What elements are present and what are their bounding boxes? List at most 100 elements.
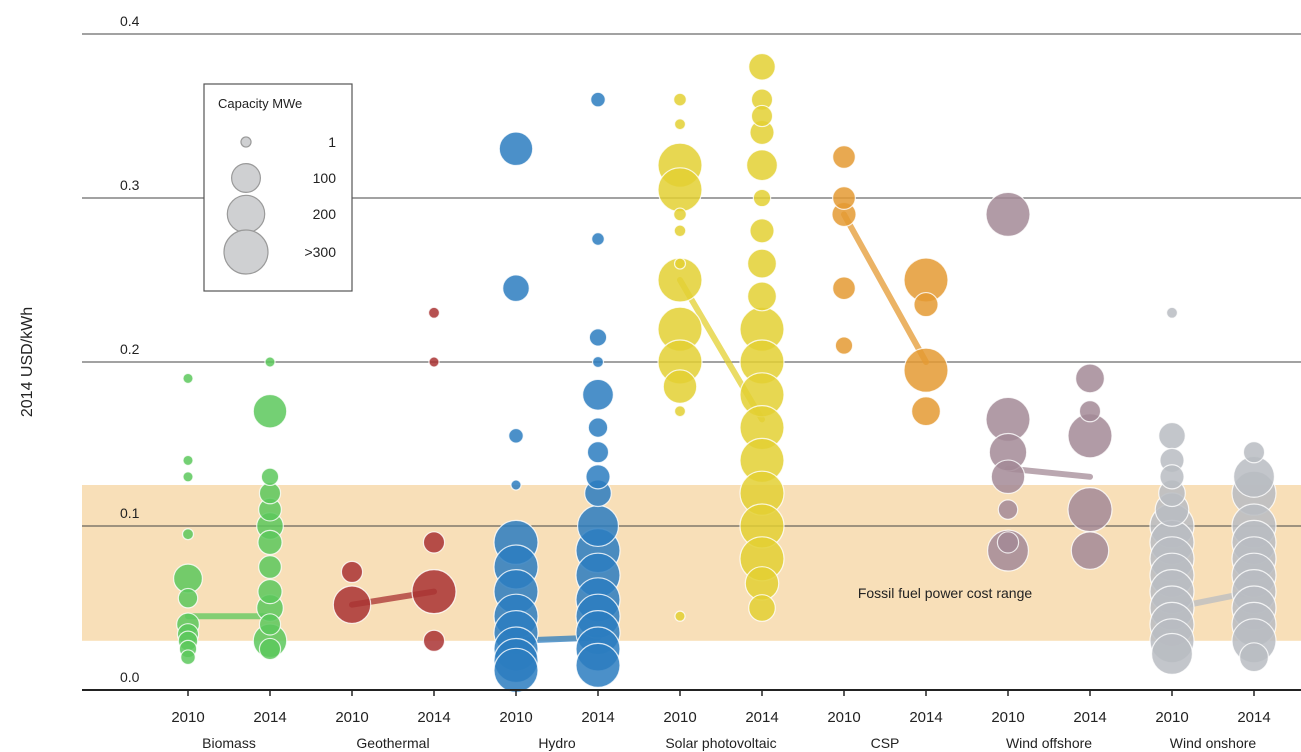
bubbles [173,52,1277,693]
technology-label: CSP [871,735,900,751]
x-year-label: 2014 [745,709,778,726]
bubble-point [913,291,939,318]
bubble-point [1242,441,1266,464]
axes: 2014 USD/kWh 2010 2014 Biomass 2010 2014 Geoth… [19,307,1301,751]
bubble-point [673,257,687,270]
bubble-point [748,594,776,622]
bubble-point [181,528,195,541]
technology-label: Wind onshore [1170,735,1257,751]
bubble-point [996,531,1020,554]
bubble-point [576,504,620,548]
bubble-point [427,306,441,319]
bubble-point [182,454,194,467]
bubble-point [332,585,372,625]
bubble-point [588,328,608,347]
bubble-point [591,232,605,246]
bubble-point [1070,531,1110,570]
bubble-point [1158,421,1186,450]
x-year-label: 2014 [1237,709,1270,726]
bubble-point [673,92,687,107]
bubble-point [997,499,1019,520]
bubble-point [832,145,856,169]
bubble-point [340,560,364,584]
y-tick-label: 0.1 [120,505,140,521]
y-tick-label: 0.0 [120,669,140,685]
bubble-point [498,131,534,167]
x-year-label: 2010 [991,709,1024,726]
bubble-point [911,396,941,427]
legend-bubble [223,229,269,275]
bubble-point [674,610,686,622]
bubble-point [673,224,687,238]
x-year-label: 2010 [1155,709,1188,726]
x-year-label: 2014 [417,709,450,726]
bubble-point [903,347,949,393]
bubble-point [749,218,775,244]
bubble-point [422,531,446,554]
legend-label: 200 [313,206,337,222]
technology-label: Solar photovoltaic [665,735,776,751]
bubble-point [747,248,777,279]
x-year-label: 2014 [1073,709,1106,726]
bubble-point [657,167,703,213]
bubble-point [1075,363,1105,394]
x-year-label: 2014 [909,709,942,726]
bubble-point [575,642,621,689]
bubble-point [264,356,276,368]
average-line [841,211,929,365]
bubble-point [1078,400,1102,423]
bubble-point [1159,464,1185,490]
bubble-point [591,355,605,369]
bubble-point [587,417,609,438]
bubble-point [747,281,777,312]
bubble-point [1150,632,1194,675]
bubble-point [177,587,199,609]
bubble-point [662,369,698,404]
bubble-point [428,356,440,368]
bubble-point [752,188,772,208]
x-year-label: 2010 [663,709,696,726]
bubble-point [257,529,283,556]
y-tick-label: 0.4 [120,13,140,29]
bubble-point [673,405,687,418]
technology-label: Geothermal [356,735,429,751]
bubble-point [422,629,446,652]
technology-label: Hydro [538,735,576,751]
x-year-label: 2010 [499,709,532,726]
legend-label: 1 [328,134,336,150]
bubble-point [508,427,524,444]
legend-label: >300 [304,244,336,260]
bubble-point [182,372,194,385]
bubble-point [832,276,856,301]
legend-bubble [231,163,261,193]
bubble-point [252,393,288,429]
bubble-point [182,471,194,483]
bubble-point [834,336,854,355]
bubble-point [1165,306,1179,319]
bubble-point [260,467,280,487]
bubble-point [258,637,282,661]
bubble-point [180,649,196,666]
legend-bubble [240,136,252,148]
y-axis-label: 2014 USD/kWh [19,307,36,417]
bubble-point [258,555,282,579]
bubble-point [832,186,856,210]
bubble-point [586,441,610,464]
bubble-point [585,464,611,490]
bubble-point [258,613,282,636]
legend-title: Capacity MWe [218,96,302,111]
fossil-band-label: Fossil fuel power cost range [858,585,1033,601]
legend-label: 100 [313,170,337,186]
x-year-label: 2010 [827,709,860,726]
bubble-point [590,91,606,108]
bubble-point [502,274,530,303]
y-tick-label: 0.3 [120,177,140,193]
bubble-point [673,118,687,131]
x-year-label: 2014 [581,709,614,726]
bubble-point [1239,642,1269,673]
technology-label: Biomass [202,735,256,751]
bubble-point [746,149,778,182]
x-year-label: 2014 [253,709,286,726]
x-year-label: 2010 [171,709,204,726]
bubble-point [985,191,1031,237]
